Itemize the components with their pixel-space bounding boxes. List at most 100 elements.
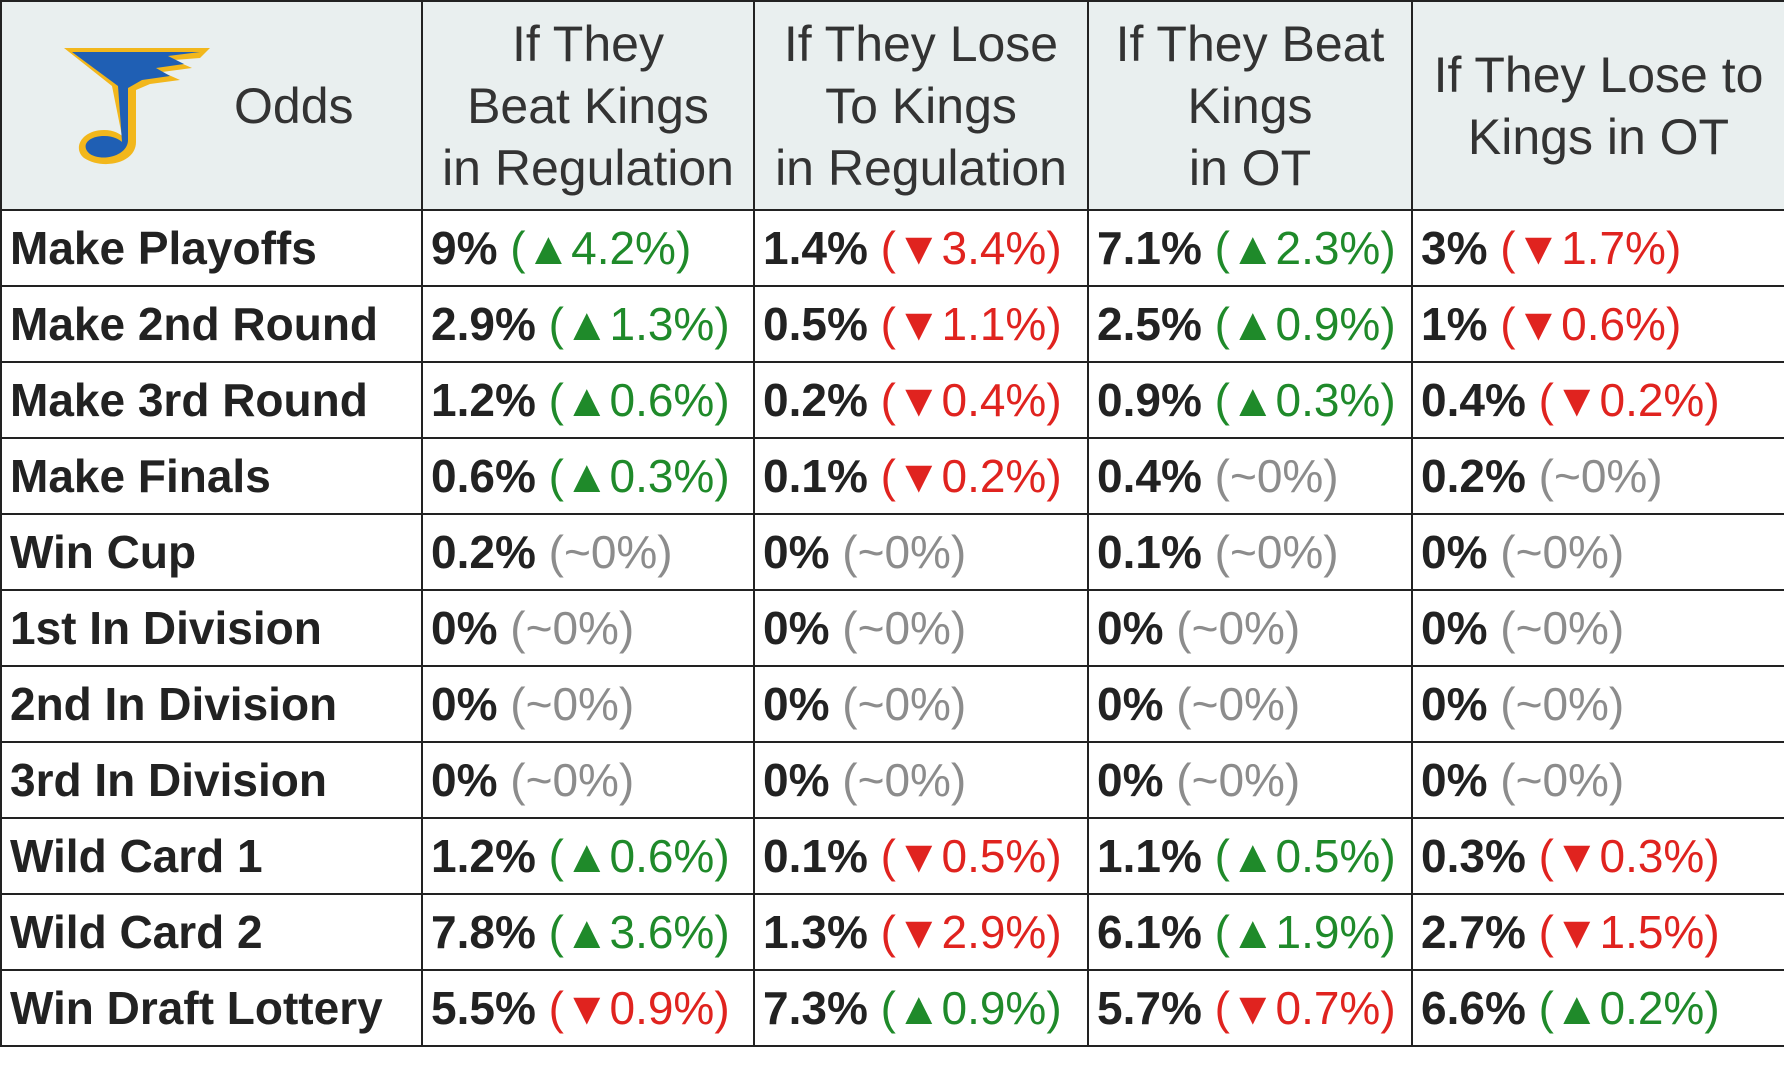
cell: 0% (~0%)	[1411, 741, 1784, 819]
odds-value: 1.4%	[763, 222, 868, 274]
odds-value: 3%	[1421, 222, 1488, 274]
cell: 1.4% (▼3.4%)	[753, 209, 1089, 287]
cell: 1.2% (▲0.6%)	[421, 361, 755, 439]
odds-value: 1.3%	[763, 906, 868, 958]
odds-value: 1.2%	[431, 374, 536, 426]
header-line: If They	[512, 15, 664, 72]
odds-value: 0.1%	[763, 450, 868, 502]
cell: 2.9% (▲1.3%)	[421, 285, 755, 363]
header-line: If They Lose	[783, 15, 1059, 72]
odds-value: 0.2%	[1421, 450, 1526, 502]
cell: 1.3% (▼2.9%)	[753, 893, 1089, 971]
odds-value: 1.1%	[1097, 830, 1202, 882]
odds-value: 5.7%	[1097, 982, 1202, 1034]
cell: 0% (~0%)	[753, 513, 1089, 591]
odds-change: (~0%)	[1500, 678, 1625, 730]
row-label: Wild Card 2	[0, 893, 423, 971]
cell: 0% (~0%)	[1087, 589, 1413, 667]
odds-value: 2.5%	[1097, 298, 1202, 350]
odds-change: (▲0.6%)	[548, 830, 730, 882]
cell: 0% (~0%)	[421, 589, 755, 667]
column-header: If They Lose to Kings in OT	[1411, 0, 1784, 211]
odds-change: (▲3.6%)	[548, 906, 730, 958]
odds-change: (▲0.9%)	[880, 982, 1062, 1034]
odds-change: (~0%)	[548, 526, 673, 578]
odds-change: (▼1.5%)	[1538, 906, 1720, 958]
odds-value: 1.2%	[431, 830, 536, 882]
row-label: Win Cup	[0, 513, 423, 591]
odds-value: 0.2%	[431, 526, 536, 578]
odds-change: (▲0.6%)	[548, 374, 730, 426]
cell: 0.2% (▼0.4%)	[753, 361, 1089, 439]
odds-value: 5.5%	[431, 982, 536, 1034]
odds-change: (▲0.2%)	[1538, 982, 1720, 1034]
odds-value: 0.6%	[431, 450, 536, 502]
cell: 7.1% (▲2.3%)	[1087, 209, 1413, 287]
cell: 5.7% (▼0.7%)	[1087, 969, 1413, 1047]
row: Make Playoffs 9% (▲4.2%) 1.4% (▼3.4%) 7.1% …	[0, 209, 1784, 287]
odds-value: 1%	[1421, 298, 1488, 350]
cell: 1.2% (▲0.6%)	[421, 817, 755, 895]
odds-change: (▲0.5%)	[1214, 830, 1396, 882]
odds-change: (▼0.3%)	[1538, 830, 1720, 882]
odds-change: (▼0.9%)	[548, 982, 730, 1034]
cell: 0% (~0%)	[1087, 741, 1413, 819]
odds-change: (~0%)	[1538, 450, 1663, 502]
logo-header: Odds	[0, 0, 423, 211]
odds-change: (~0%)	[842, 754, 967, 806]
header-line: To Kings	[825, 77, 1017, 134]
column-header: If They Lose To Kings in Regulation	[753, 0, 1089, 211]
odds-change: (~0%)	[1176, 678, 1301, 730]
odds-change: (~0%)	[842, 526, 967, 578]
cell: 9% (▲4.2%)	[421, 209, 755, 287]
odds-value: 0%	[1097, 678, 1164, 730]
odds-value: 0%	[431, 602, 498, 654]
row-label: 2nd In Division	[0, 665, 423, 743]
odds-change: (~0%)	[1500, 602, 1625, 654]
cell: 0.1% (▼0.2%)	[753, 437, 1089, 515]
row: Make 2nd Round 2.9% (▲1.3%) 0.5% (▼1.1%) 2.…	[0, 285, 1784, 363]
cell: 0.3% (▼0.3%)	[1411, 817, 1784, 895]
blues-logo	[64, 47, 210, 164]
header-line: in Regulation	[775, 139, 1067, 196]
odds-value: 0.1%	[1097, 526, 1202, 578]
odds-value: 2.7%	[1421, 906, 1526, 958]
cell: 0% (~0%)	[1411, 589, 1784, 667]
cell: 1% (▼0.6%)	[1411, 285, 1784, 363]
odds-value: 0%	[763, 526, 830, 578]
odds-value: 0.9%	[1097, 374, 1202, 426]
cell: 0.4% (▼0.2%)	[1411, 361, 1784, 439]
header-row: Odds If They Beat Kings in Regulation If Th…	[0, 0, 1784, 211]
cell: 0% (~0%)	[1087, 665, 1413, 743]
cell: 0.5% (▼1.1%)	[753, 285, 1089, 363]
header-line: Kings	[1187, 77, 1313, 134]
cell: 6.1% (▲1.9%)	[1087, 893, 1413, 971]
odds-value: 0%	[431, 678, 498, 730]
cell: 0% (~0%)	[753, 741, 1089, 819]
odds-table: Odds If They Beat Kings in Regulation If Th…	[0, 0, 1784, 1047]
odds-change: (▼0.4%)	[880, 374, 1062, 426]
odds-value: 0%	[763, 754, 830, 806]
odds-value: 0%	[1421, 602, 1488, 654]
cell: 3% (▼1.7%)	[1411, 209, 1784, 287]
odds-change: (▼0.5%)	[880, 830, 1062, 882]
odds-change: (▼0.2%)	[1538, 374, 1720, 426]
odds-change: (▲1.3%)	[548, 298, 730, 350]
cell: 0% (~0%)	[753, 589, 1089, 667]
row: Wild Card 2 7.8% (▲3.6%) 1.3% (▼2.9%) 6.1% …	[0, 893, 1784, 971]
header-line: Beat Kings	[467, 77, 709, 134]
odds-value: 0.3%	[1421, 830, 1526, 882]
cell: 7.3% (▲0.9%)	[753, 969, 1089, 1047]
row-label: Make 2nd Round	[0, 285, 423, 363]
cell: 6.6% (▲0.2%)	[1411, 969, 1784, 1047]
odds-value: 0%	[763, 602, 830, 654]
odds-value: 7.3%	[763, 982, 868, 1034]
odds-value: 0%	[1421, 678, 1488, 730]
odds-value: 7.8%	[431, 906, 536, 958]
odds-change: (▲0.3%)	[1214, 374, 1396, 426]
odds-change: (▲0.9%)	[1214, 298, 1396, 350]
cell: 0.1% (▼0.5%)	[753, 817, 1089, 895]
row: 3rd In Division 0% (~0%) 0% (~0%) 0% (~0%) 0…	[0, 741, 1784, 819]
odds-value: 0%	[431, 754, 498, 806]
cell: 0.6% (▲0.3%)	[421, 437, 755, 515]
